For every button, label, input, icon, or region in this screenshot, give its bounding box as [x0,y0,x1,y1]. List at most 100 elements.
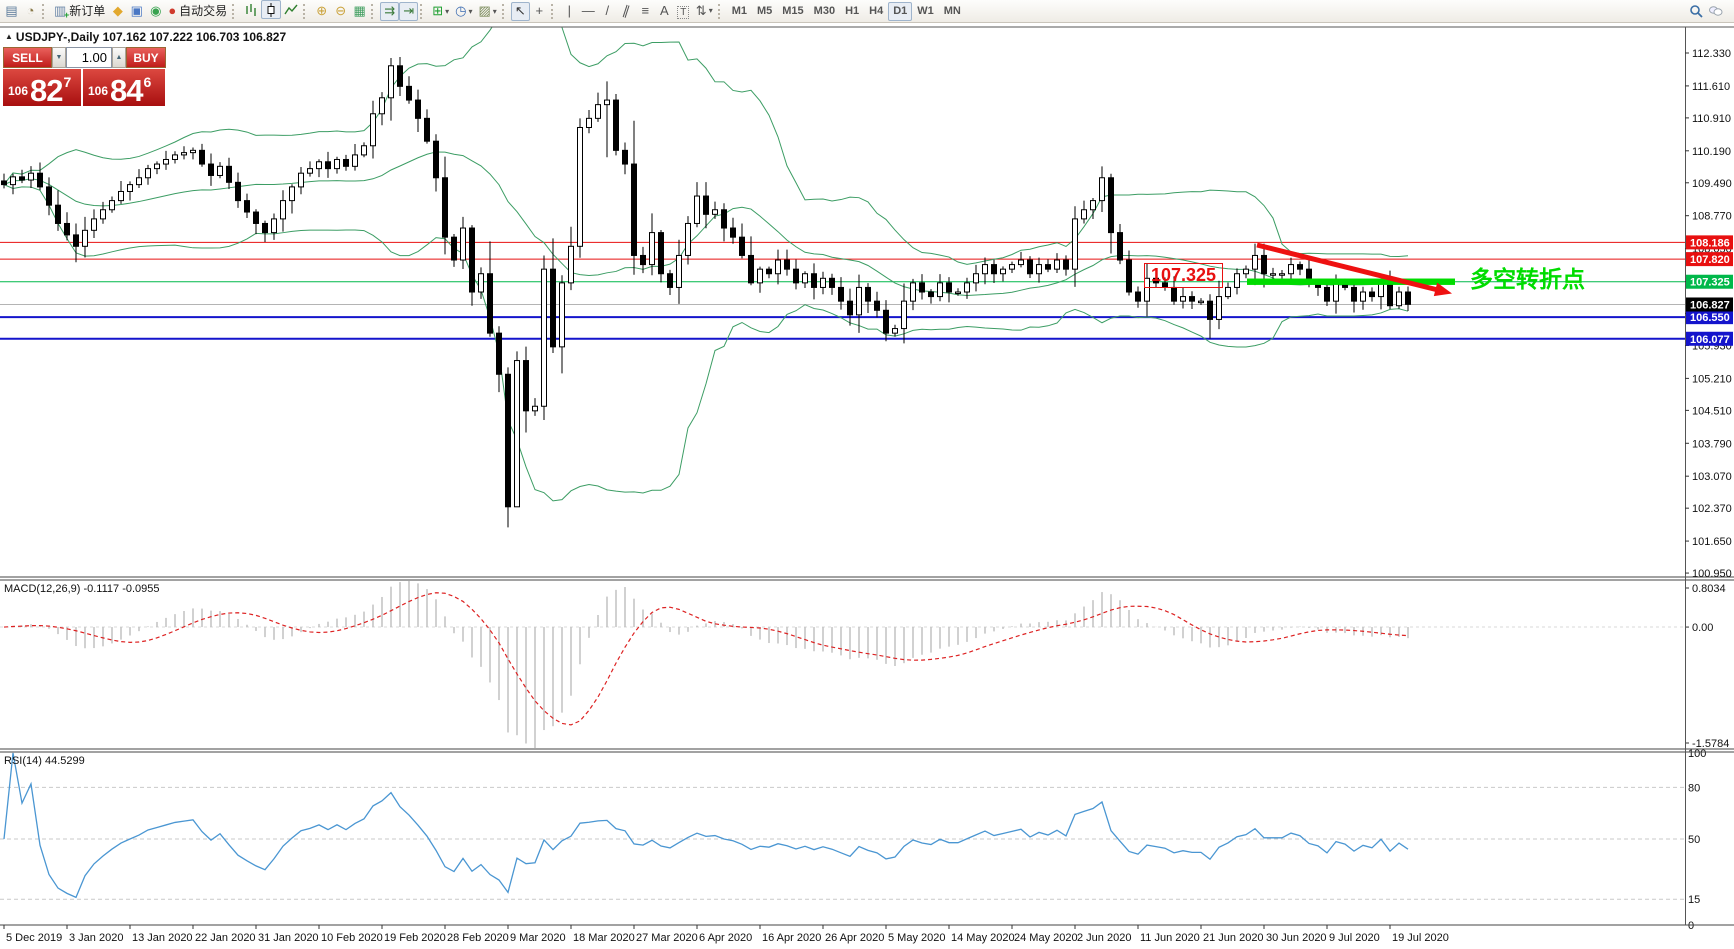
svg-text:110.910: 110.910 [1692,113,1731,125]
horizontal-line-glyph: — [581,2,595,18]
date-label: 9 Mar 2020 [510,932,566,944]
macd-axis-label: 0.00 [1692,622,1713,634]
timeframe-m15[interactable]: M15 [777,2,808,21]
text-label-button[interactable]: T [674,3,693,22]
terminal-window-icon[interactable]: ▤ [2,2,21,21]
rsi-axis-label: 100 [1688,748,1706,760]
market-watch-icon-glyph: ▣ [130,3,143,19]
trend-reversal-annotation[interactable]: 多空转折点 [1470,266,1585,292]
date-label: 2 Jun 2020 [1077,932,1131,944]
date-label: 14 May 2020 [951,932,1015,944]
date-label: 27 Mar 2020 [636,932,698,944]
signals-icon[interactable]: ◉ [146,2,165,21]
price-badge [1686,331,1733,346]
date-label: 16 Apr 2020 [762,932,821,944]
timeframe-h1[interactable]: H1 [840,2,864,21]
dropdown-arrow-icon: ▾ [708,6,713,15]
new-order-button[interactable]: ▥ + 新订单 [51,1,108,20]
toolbar-separator [550,3,556,19]
price-level-annotation[interactable]: 107.325 [1144,263,1224,288]
periods-glyph: ◷ [455,3,467,18]
svg-text:109.490: 109.490 [1692,178,1732,190]
timeframe-d1[interactable]: D1 [888,1,913,21]
arrows-button[interactable]: ⇅ ▾ [693,1,716,20]
buy-button[interactable]: BUY [126,47,166,68]
buy-price-prefix: 106 [88,84,109,98]
date-label: 10 Feb 2020 [321,932,383,944]
rsi-panel: 100 80 50 15 0 [0,748,1706,932]
indicator-brush-icon-glyph: ◆ [112,3,123,19]
sell-price-button[interactable]: 106 82 7 [3,69,81,106]
svg-text:106.077: 106.077 [1690,334,1730,346]
sell-price-pips: 82 [30,73,63,108]
down-trend-arrow-annotation[interactable] [1256,242,1441,293]
periods-button[interactable]: ◷ ▾ [452,2,475,21]
svg-text:106.827: 106.827 [1690,299,1730,311]
search-icon[interactable] [1686,2,1706,21]
chat-icon[interactable] [1706,2,1726,21]
market-watch-icon[interactable]: ▣ [127,2,146,21]
indicators-button[interactable]: ⊞ ▾ [429,2,452,21]
zoom-out-glyph: ⊖ [335,3,347,18]
timeframe-w1[interactable]: W1 [912,2,939,21]
strategy-tester-icon-glyph: ◔ [26,3,35,19]
rsi-axis-label: 50 [1688,834,1700,846]
horizontal-line-button[interactable]: — [579,1,598,20]
svg-text:101.650: 101.650 [1692,536,1732,548]
timeframe-mn[interactable]: MN [939,2,966,21]
channel-button[interactable]: ∥ [617,1,636,20]
fibonacci-glyph: ≡ [641,2,650,18]
date-label: 21 Jun 2020 [1203,932,1264,944]
volume-increase-button[interactable]: ▲ [112,47,126,68]
svg-text:103.790: 103.790 [1692,438,1732,450]
buy-price-pips: 84 [110,73,143,108]
signals-icon-glyph: ◉ [150,3,162,19]
timeframe-m5[interactable]: M5 [752,2,777,21]
cursor-button[interactable]: ↖ [510,1,530,21]
trendline-glyph: / [605,2,610,18]
indicator-brush-icon[interactable]: ◆ [108,2,127,21]
svg-text:111.610: 111.610 [1692,81,1730,93]
auto-trading-button-label: 自动交易 [179,4,228,19]
zoom-in-button[interactable]: ⊕ [312,2,331,21]
toolbar-separator [303,3,308,19]
svg-text:102.370: 102.370 [1692,503,1732,515]
price-axis-labels: 112.330 111.610 110.910 110.190 109.490 108.7… [1685,48,1733,580]
auto-trading-button[interactable]: ● 自动交易 [165,1,230,20]
templates-button[interactable]: ▨ ▾ [475,2,499,21]
date-label: 22 Jan 2020 [195,932,256,944]
auto-scroll-button[interactable]: ⇉ [380,1,400,21]
date-label: 19 Feb 2020 [384,932,446,944]
svg-text:112.330: 112.330 [1692,48,1731,60]
volume-decrease-button[interactable]: ▼ [52,47,66,68]
bollinger-band-line [3,27,1409,265]
date-axis[interactable]: 5 Dec 2019 3 Jan 2020 13 Jan 2020 22 Jan 20… [3,925,1449,944]
collapse-triangle-icon[interactable]: ▲ [5,32,13,41]
chart-shift-button[interactable]: ⇥ [399,1,419,21]
rsi-line [3,752,1409,899]
trendline-button[interactable]: / [598,1,617,20]
line-chart-type-button[interactable] [281,0,301,19]
one-click-trading-panel: SELL ▼ ▲ BUY 106 82 7 106 84 6 [3,47,173,106]
candlestick-type-button[interactable] [261,0,282,20]
bar-chart-type-button[interactable] [241,0,261,19]
timeframe-h4[interactable]: H4 [864,2,888,21]
crosshair-button[interactable]: + [530,1,549,20]
date-label: 18 Mar 2020 [573,932,635,944]
volume-input[interactable] [66,47,112,68]
svg-text:107.325: 107.325 [1690,277,1730,289]
text-button[interactable]: A [655,1,674,20]
arrow-head-icon [1433,282,1452,297]
tile-windows-button[interactable]: ▦ [350,2,369,21]
buy-price-button[interactable]: 106 84 6 [83,69,165,106]
sell-button[interactable]: SELL [3,47,52,68]
rsi-axis-label: 80 [1688,782,1700,794]
vertical-line-button[interactable]: | [560,1,579,20]
zoom-out-button[interactable]: ⊖ [331,2,350,21]
fibonacci-button[interactable]: ≡ [636,1,655,20]
timeframe-m1[interactable]: M1 [727,2,752,21]
timeframe-m30[interactable]: M30 [809,2,840,21]
support-zone-bar-annotation[interactable] [1247,278,1455,285]
strategy-tester-icon[interactable]: ◔ [21,1,40,20]
